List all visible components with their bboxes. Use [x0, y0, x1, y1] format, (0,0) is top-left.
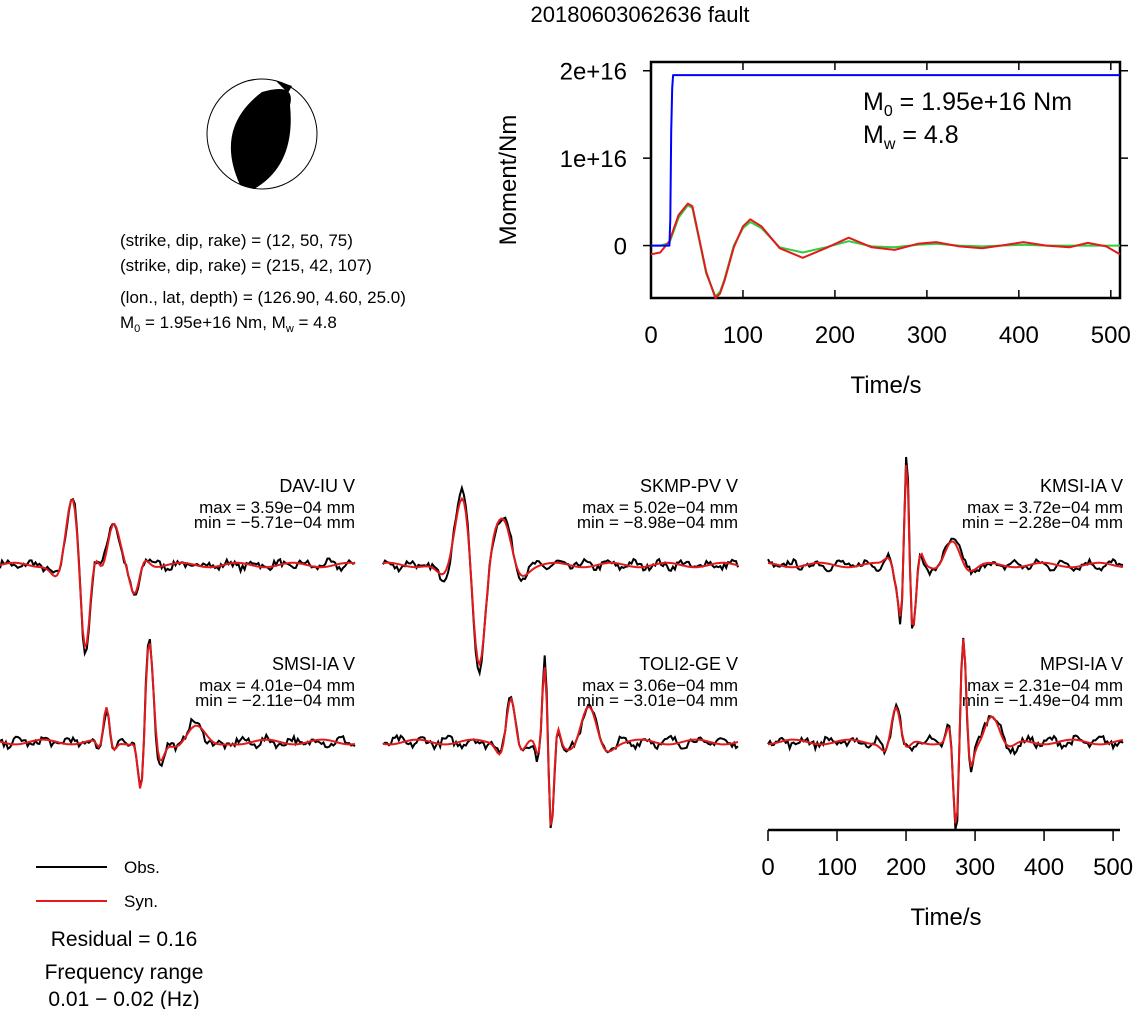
waveform-time-axis: 0 100 200 300 400 500 Time/s [761, 828, 1133, 931]
legend: Obs. Syn. [36, 858, 160, 911]
moment-chart: 0 100 200 300 400 500 0 1e+16 2e+16 Time/s Momen… [495, 59, 1131, 399]
moment-chart-axes: 0 100 200 300 400 500 0 1e+16 2e+16 [560, 59, 1131, 349]
time-axis-label: Time/s [910, 904, 981, 931]
waveform-min-label: min = −2.11e−04 mm [195, 691, 355, 710]
waveform-max-label: max = 3.59e−04 mm [199, 498, 355, 517]
waveform-observed-trace [767, 456, 1124, 629]
waveform-observed-trace [382, 484, 739, 677]
moment-y-label: Moment/Nm [495, 115, 522, 246]
moment-rate-observed-line [650, 202, 1121, 299]
waveform-max-label: max = 3.72e−04 mm [967, 498, 1123, 517]
waveform-station-label: DAV-IU V [279, 476, 355, 496]
waveform-min-label: min = −8.98e−04 mm [577, 513, 738, 532]
waveform-min-label: min = −2.28e−04 mm [962, 513, 1123, 532]
moment-x-label: Time/s [850, 372, 921, 399]
moment-y-tick-label: 1e+16 [560, 146, 627, 173]
moment-y-tick-label: 2e+16 [560, 59, 627, 86]
moment-y-tick-label: 0 [614, 234, 627, 261]
beachball-icon [206, 78, 318, 190]
time-axis-tick-label: 200 [886, 854, 926, 881]
moment-chart-frame [649, 60, 1122, 300]
waveform-synthetic-trace [382, 496, 739, 667]
waveform-synthetic-trace [0, 643, 356, 789]
legend-syn-label: Syn. [124, 892, 158, 911]
waveform-max-label: max = 2.31e−04 mm [967, 676, 1123, 695]
waveform-synthetic-trace [382, 667, 739, 826]
waveform-min-label: min = −5.71e−04 mm [194, 513, 355, 532]
moment-chart-series [650, 74, 1121, 299]
waveform-station-label: MPSI-IA V [1040, 654, 1123, 674]
frequency-range-value: 0.01 − 0.02 (Hz) [48, 988, 199, 1009]
waveform-max-label: max = 3.06e−04 mm [582, 676, 738, 695]
frequency-range-title: Frequency range [45, 961, 204, 984]
waveform-station-label: SMSI-IA V [272, 654, 355, 674]
moment-x-tick-label: 100 [723, 322, 763, 349]
plane2-label: (strike, dip, rake) = (215, 42, 107) [120, 256, 372, 275]
waveform-max-label: max = 4.01e−04 mm [199, 676, 355, 695]
figure-title: 20180603062636 fault [531, 2, 750, 27]
waveform-synthetic-trace [767, 465, 1124, 627]
moment-x-tick-label: 300 [907, 322, 947, 349]
waveform-min-label: min = −1.49e−04 mm [962, 691, 1123, 710]
waveform-synthetic-trace [767, 638, 1124, 824]
waveform-min-label: min = −3.01e−04 mm [577, 691, 738, 710]
waveform-station-label: SKMP-PV V [640, 476, 738, 496]
time-axis-tick-label: 400 [1024, 854, 1064, 881]
time-axis-ticks: 0 100 200 300 400 500 [761, 830, 1133, 881]
waveform-synthetic-trace [0, 498, 356, 650]
m0-annotation: M0 = 1.95e+16 Nm [863, 88, 1072, 120]
time-axis-tick-label: 100 [817, 854, 857, 881]
waveform-max-label: max = 5.02e−04 mm [582, 498, 738, 517]
plane1-label: (strike, dip, rake) = (12, 50, 75) [120, 231, 353, 250]
time-axis-tick-label: 500 [1093, 854, 1133, 881]
focal-mechanism-info: (strike, dip, rake) = (12, 50, 75) (stri… [120, 231, 406, 335]
moment-x-tick-label: 400 [999, 322, 1039, 349]
moment-x-tick-label: 0 [644, 322, 657, 349]
moment-x-tick-label: 500 [1091, 322, 1131, 349]
waveform-station-label: TOLI2-GE V [639, 654, 738, 674]
moment-x-tick-label: 200 [815, 322, 855, 349]
moment-cumulative-line [651, 74, 1120, 247]
mw-annotation: Mw = 4.8 [863, 121, 959, 153]
location-label: (lon., lat, depth) = (126.90, 4.60, 25.0… [120, 288, 406, 307]
time-axis-tick-label: 300 [955, 854, 995, 881]
legend-obs-label: Obs. [124, 858, 160, 877]
moment-rate-fit-line [651, 204, 1120, 298]
residual-label: Residual = 0.16 [51, 928, 198, 951]
waveform-station-label: KMSI-IA V [1040, 476, 1123, 496]
moment-summary-label: M0 = 1.95e+16 Nm, Mw = 4.8 [120, 313, 337, 335]
time-axis-tick-label: 0 [761, 854, 774, 881]
